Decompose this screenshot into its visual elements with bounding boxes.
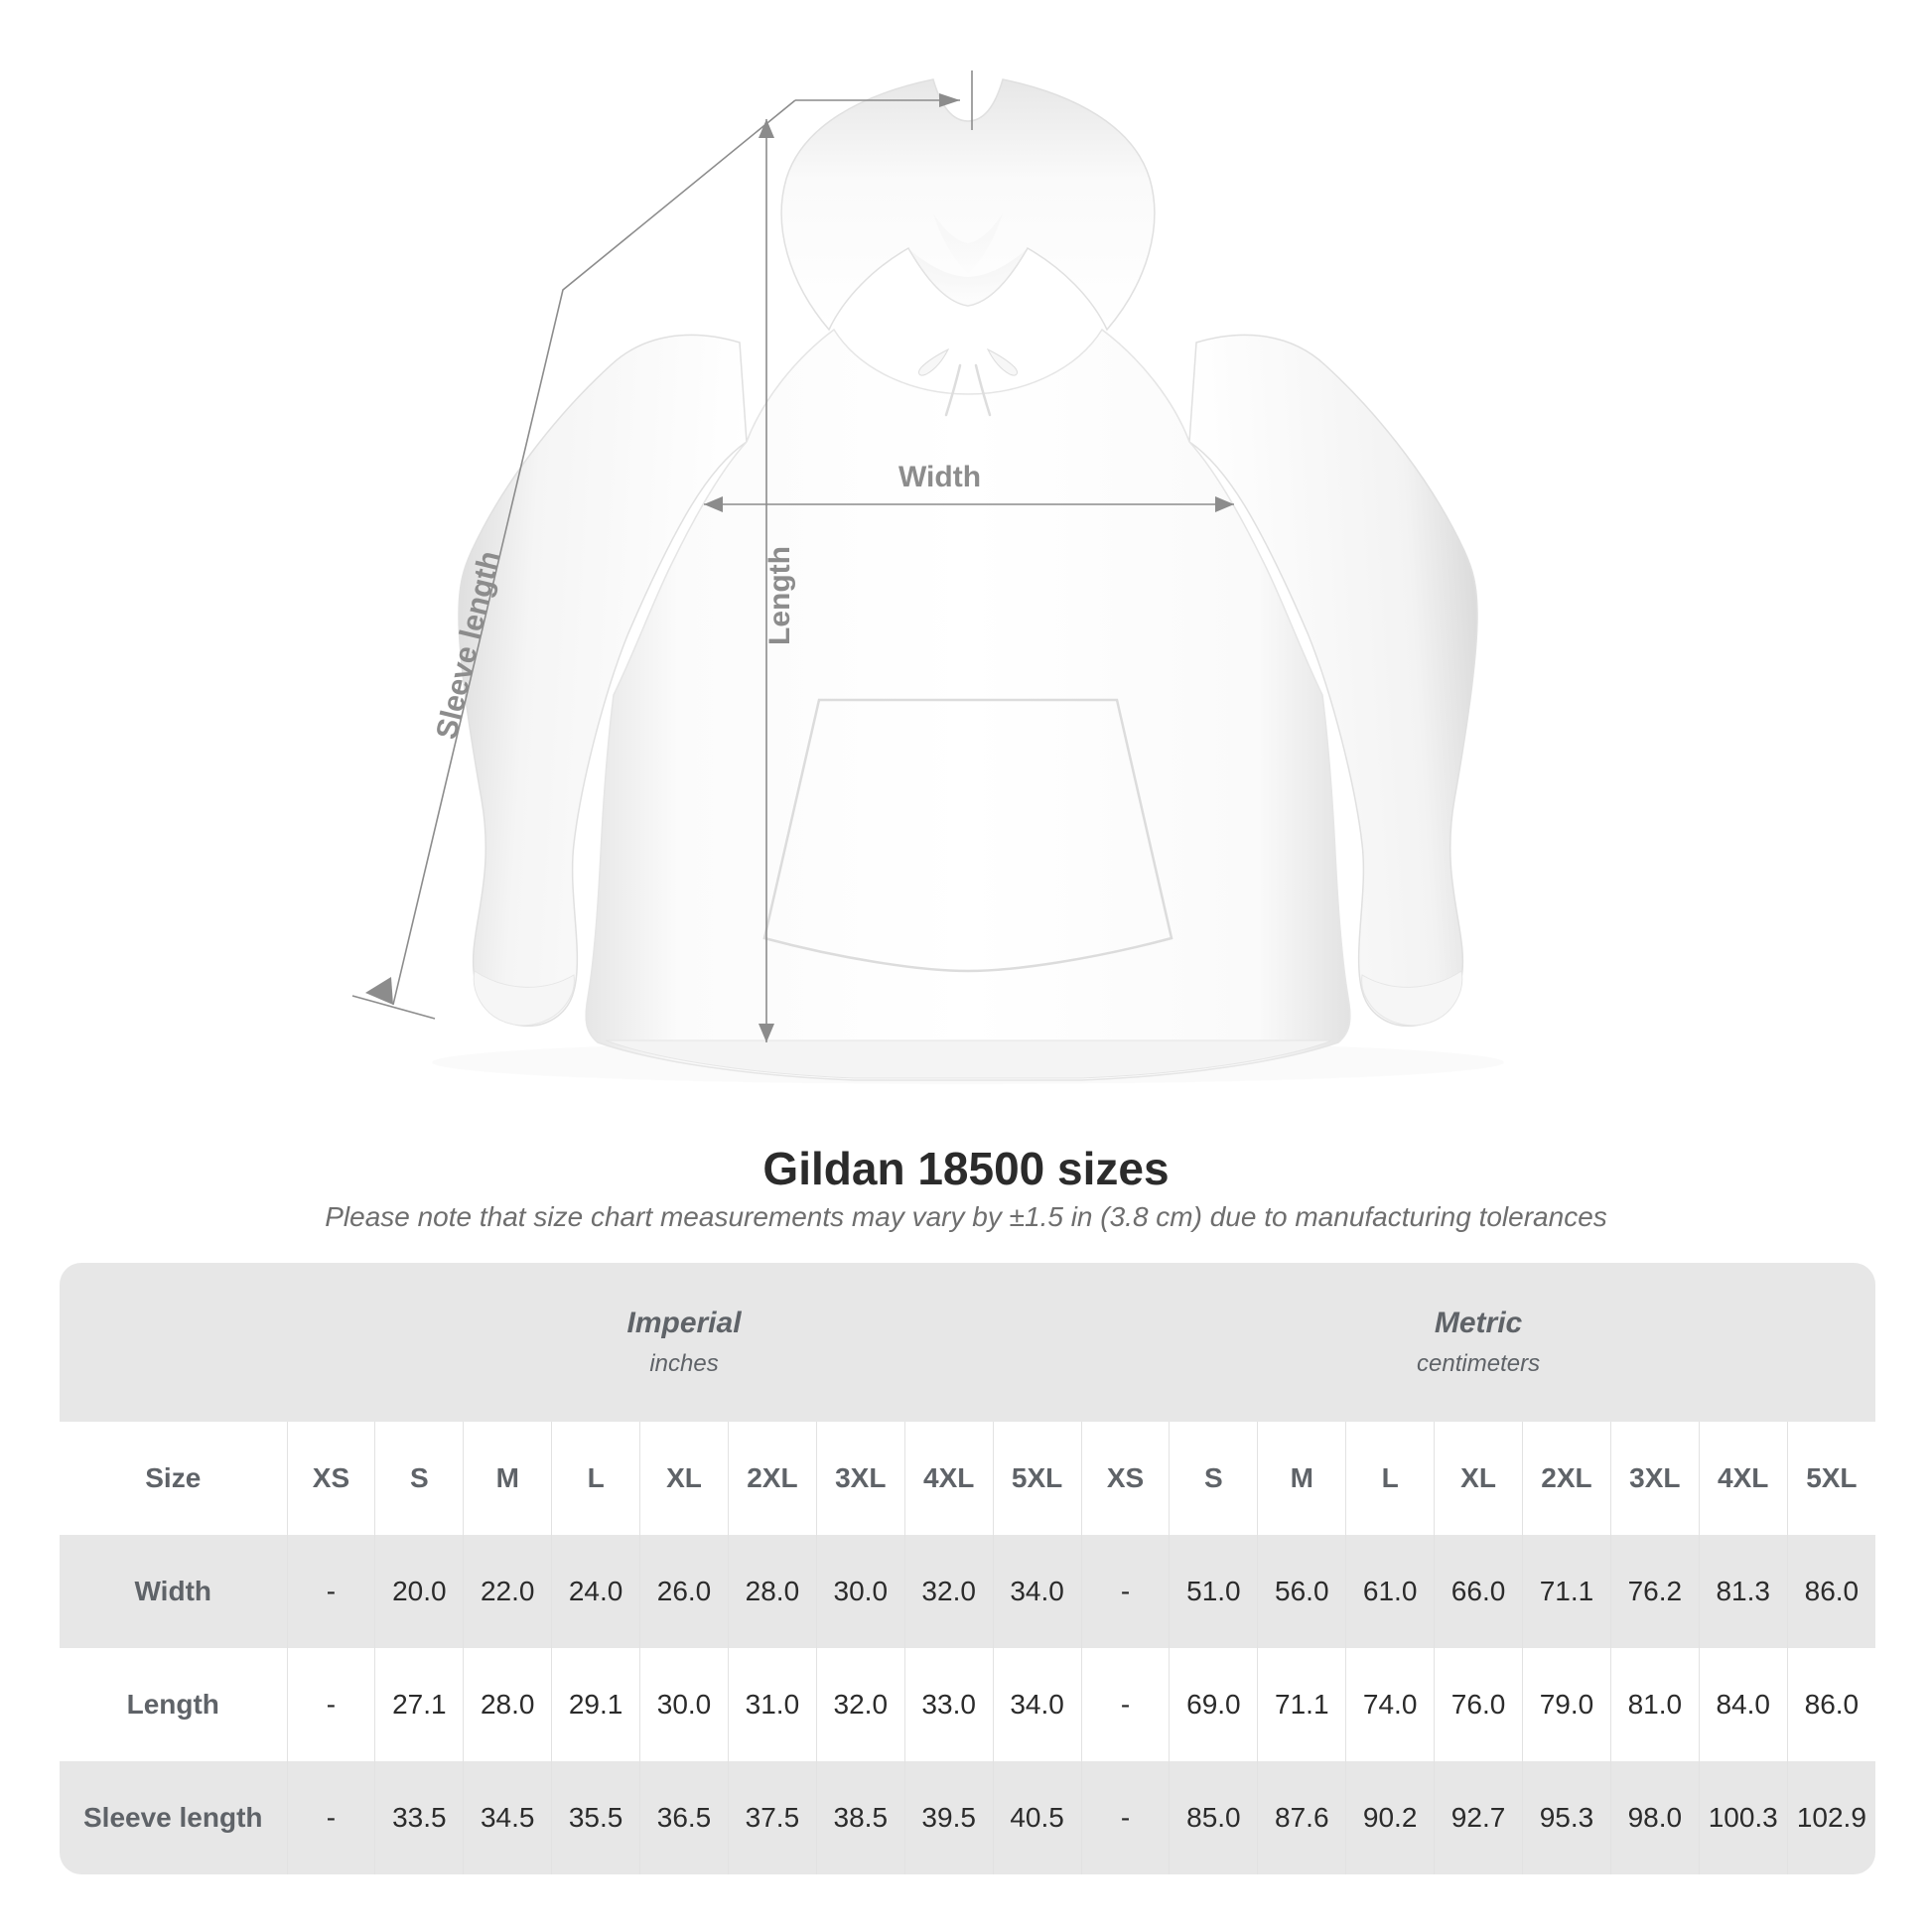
svg-text:Width: Width — [898, 461, 981, 493]
svg-text:Length: Length — [763, 546, 796, 645]
